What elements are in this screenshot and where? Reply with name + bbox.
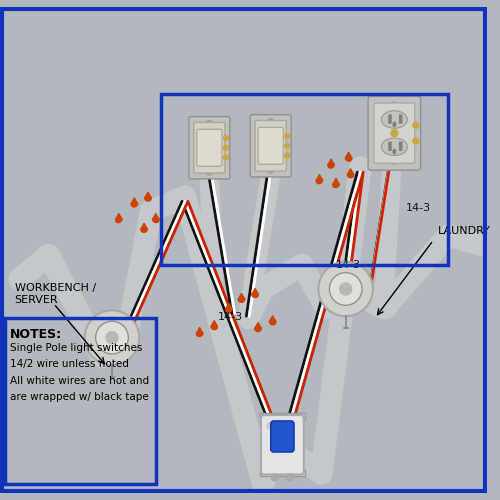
Ellipse shape — [116, 217, 122, 222]
Ellipse shape — [141, 227, 148, 232]
Circle shape — [267, 423, 272, 428]
Circle shape — [224, 146, 228, 150]
Polygon shape — [238, 294, 245, 300]
FancyBboxPatch shape — [374, 103, 415, 164]
Circle shape — [391, 130, 398, 136]
FancyBboxPatch shape — [261, 415, 304, 474]
Text: 14-3: 14-3 — [406, 203, 431, 213]
Circle shape — [206, 120, 212, 126]
Circle shape — [268, 167, 274, 173]
Circle shape — [271, 474, 278, 481]
FancyBboxPatch shape — [368, 96, 420, 170]
Polygon shape — [252, 288, 258, 295]
Text: WORKBENCH /
SERVER: WORKBENCH / SERVER — [14, 283, 96, 304]
Polygon shape — [211, 320, 218, 327]
Polygon shape — [140, 223, 147, 230]
Polygon shape — [328, 159, 334, 166]
Circle shape — [285, 144, 290, 148]
Circle shape — [285, 153, 290, 158]
Polygon shape — [226, 303, 232, 310]
Text: 14-3: 14-3 — [218, 312, 244, 322]
Circle shape — [96, 322, 128, 354]
Circle shape — [392, 158, 398, 164]
FancyBboxPatch shape — [260, 470, 305, 476]
Polygon shape — [254, 322, 262, 329]
Polygon shape — [196, 328, 203, 334]
FancyBboxPatch shape — [194, 122, 225, 173]
Ellipse shape — [328, 162, 334, 168]
Circle shape — [330, 272, 362, 306]
Ellipse shape — [152, 217, 159, 222]
Ellipse shape — [132, 202, 138, 207]
Circle shape — [392, 102, 398, 108]
FancyBboxPatch shape — [388, 114, 392, 124]
FancyBboxPatch shape — [250, 114, 291, 177]
Ellipse shape — [226, 306, 232, 312]
FancyBboxPatch shape — [196, 130, 222, 166]
Polygon shape — [347, 168, 354, 175]
Ellipse shape — [382, 138, 407, 156]
Ellipse shape — [392, 148, 396, 154]
Circle shape — [84, 310, 139, 365]
Polygon shape — [116, 214, 122, 220]
Ellipse shape — [255, 326, 261, 332]
Circle shape — [268, 118, 274, 124]
Polygon shape — [345, 152, 352, 158]
Ellipse shape — [346, 156, 352, 161]
Text: Single Pole light switches: Single Pole light switches — [10, 342, 142, 352]
Circle shape — [413, 138, 418, 144]
Ellipse shape — [252, 292, 258, 298]
Polygon shape — [152, 214, 159, 220]
Circle shape — [287, 474, 294, 481]
Text: NOTES:: NOTES: — [10, 328, 62, 341]
Circle shape — [106, 332, 118, 344]
Ellipse shape — [382, 111, 407, 128]
Circle shape — [285, 134, 290, 138]
FancyBboxPatch shape — [258, 128, 283, 164]
Circle shape — [224, 155, 228, 160]
FancyBboxPatch shape — [270, 421, 294, 452]
Polygon shape — [332, 178, 340, 185]
Text: LAUNDRY: LAUNDRY — [438, 226, 491, 235]
Ellipse shape — [196, 331, 203, 336]
FancyBboxPatch shape — [388, 142, 392, 151]
FancyBboxPatch shape — [260, 413, 305, 420]
Text: 14-3: 14-3 — [336, 260, 361, 270]
FancyBboxPatch shape — [399, 114, 402, 124]
Ellipse shape — [270, 320, 276, 325]
Circle shape — [224, 136, 228, 140]
FancyBboxPatch shape — [189, 116, 230, 179]
Ellipse shape — [348, 172, 354, 178]
FancyBboxPatch shape — [399, 142, 402, 151]
Ellipse shape — [392, 122, 396, 128]
Text: are wrapped w/ black tape: are wrapped w/ black tape — [10, 392, 148, 402]
Ellipse shape — [211, 324, 218, 330]
Polygon shape — [144, 192, 152, 198]
Polygon shape — [131, 198, 138, 204]
FancyBboxPatch shape — [255, 120, 286, 171]
Text: 14/2 wire unless noted: 14/2 wire unless noted — [10, 359, 128, 369]
Ellipse shape — [238, 297, 244, 302]
Ellipse shape — [316, 178, 322, 184]
Circle shape — [340, 283, 351, 295]
Text: All white wires are hot and: All white wires are hot and — [10, 376, 149, 386]
Ellipse shape — [145, 196, 151, 201]
Circle shape — [318, 262, 373, 316]
Polygon shape — [269, 316, 276, 322]
Ellipse shape — [333, 182, 339, 188]
Circle shape — [413, 122, 418, 128]
Polygon shape — [316, 174, 323, 181]
Circle shape — [206, 169, 212, 175]
